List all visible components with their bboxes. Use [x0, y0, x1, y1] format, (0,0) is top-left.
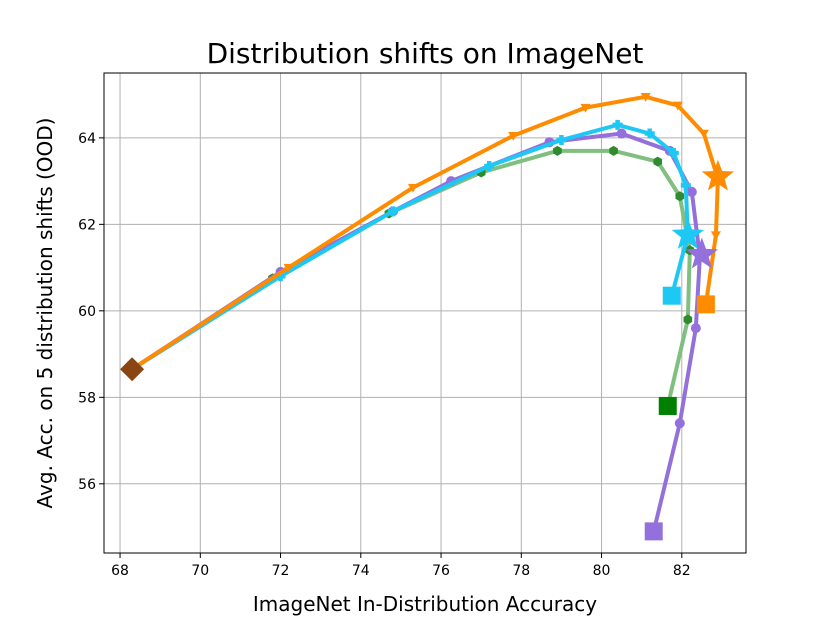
series-end-marker [662, 286, 681, 305]
series-point [580, 103, 591, 113]
series-point [612, 119, 623, 130]
series-point [686, 186, 697, 197]
series-line [130, 131, 702, 534]
series-point [672, 101, 683, 111]
x-tick-label: 70 [191, 563, 209, 579]
series-3 [130, 93, 723, 372]
start-point-marker [120, 357, 145, 382]
series-point [553, 145, 562, 156]
series-point [407, 183, 418, 193]
x-tick-label: 80 [593, 563, 611, 579]
plot-frame [103, 72, 747, 554]
series-1 [130, 128, 705, 541]
series-point [675, 191, 685, 202]
series-point [609, 145, 618, 156]
series-line [130, 122, 690, 372]
y-tick-label: 62 [78, 217, 96, 233]
series-point [508, 131, 519, 141]
x-tick-label: 72 [272, 563, 290, 579]
series-point [283, 263, 294, 273]
x-tick-label: 76 [432, 563, 450, 579]
series-point [674, 418, 685, 429]
series-layer [120, 93, 735, 541]
star-marker [685, 237, 719, 269]
y-tick-label: 58 [78, 390, 96, 406]
series-end-marker [696, 295, 715, 314]
series-point [484, 160, 495, 171]
x-axis-label: ImageNet In-Distribution Accuracy [253, 592, 597, 616]
y-tick-label: 60 [78, 304, 96, 320]
series-point [640, 93, 651, 102]
x-tick-label: 78 [512, 563, 530, 579]
series-point [616, 128, 627, 139]
axis-ticks: 68 70 72 74 76 78 80 82 56 58 60 62 64 [78, 131, 691, 579]
series-point [683, 314, 693, 325]
chart-title: Distribution shifts on ImageNet [207, 37, 644, 70]
series-point [556, 135, 567, 146]
y-tick-label: 56 [78, 477, 96, 493]
y-axis-label: Avg. Acc. on 5 distribution shifts (OOD) [33, 118, 57, 509]
series-point [680, 180, 691, 191]
star-marker [701, 159, 735, 191]
series-end-marker [644, 522, 663, 541]
series-end-marker [658, 396, 677, 415]
star-marker [671, 218, 704, 249]
series-point [387, 206, 398, 217]
series-point [668, 148, 679, 158]
x-tick-label: 68 [111, 563, 129, 579]
series-point [690, 323, 701, 334]
series-point [644, 128, 655, 139]
y-tick-label: 64 [78, 131, 96, 147]
series-2 [130, 119, 693, 372]
series-point [275, 271, 286, 282]
series-point [698, 129, 709, 139]
x-tick-label: 82 [673, 563, 691, 579]
x-tick-label: 74 [352, 563, 370, 579]
series-point [653, 156, 663, 167]
series-point [710, 231, 721, 241]
